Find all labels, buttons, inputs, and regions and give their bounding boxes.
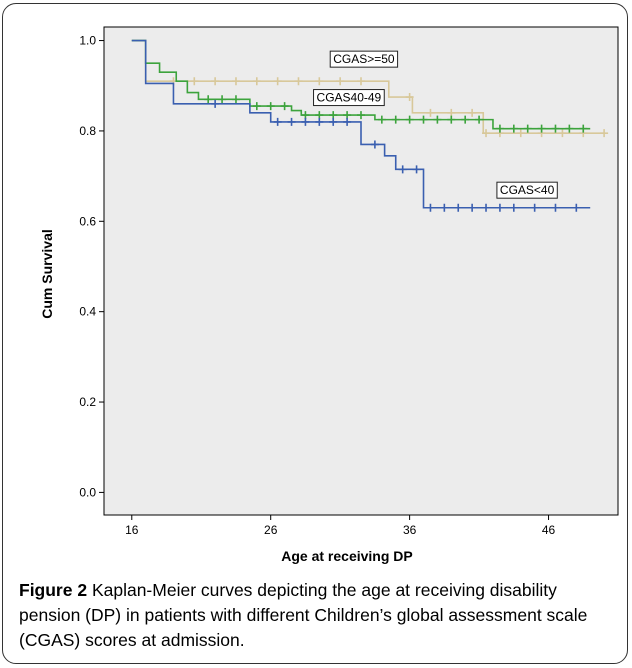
censor-mark: [447, 115, 456, 124]
censor-mark: [343, 117, 352, 126]
censor-mark: [211, 99, 220, 108]
censor-mark: [551, 203, 560, 212]
censor-mark: [391, 115, 400, 124]
censor-mark: [405, 93, 414, 102]
censor-mark: [579, 124, 588, 133]
censor-mark: [329, 111, 338, 120]
censor-mark: [252, 102, 261, 111]
censor-mark: [572, 203, 581, 212]
series-label: CGAS>=50: [333, 52, 395, 66]
y-tick-label: 1.0: [79, 34, 96, 48]
censor-mark: [280, 102, 289, 111]
censor-mark: [516, 129, 525, 138]
censor-mark: [218, 95, 227, 104]
x-tick-label: 36: [403, 523, 417, 537]
y-tick-label: 0.2: [79, 395, 96, 409]
censor-mark: [315, 117, 324, 126]
censor-mark: [551, 124, 560, 133]
censor-mark: [600, 129, 609, 138]
censor-mark: [426, 108, 435, 117]
censor-mark: [405, 115, 414, 124]
censor-mark: [495, 203, 504, 212]
series-group: [131, 39, 609, 212]
series-label-box: [313, 89, 385, 107]
x-tick-label: 46: [542, 523, 556, 537]
censor-mark: [482, 129, 491, 138]
censor-mark: [558, 129, 567, 138]
ticks: 16 26 36 46 0.0 0.2 0.4 0.6 0.8 1.0: [79, 34, 555, 537]
censor-mark: [329, 117, 338, 126]
y-axis-label: Cum Survival: [39, 229, 55, 318]
censor-mark: [433, 115, 442, 124]
x-tick-label: 26: [264, 523, 278, 537]
censor-mark: [530, 203, 539, 212]
censor-mark: [523, 124, 532, 133]
censor-mark: [468, 108, 477, 117]
y-tick-label: 0.4: [79, 305, 96, 319]
censor-mark: [426, 203, 435, 212]
censor-mark: [343, 111, 352, 120]
censor-mark: [509, 203, 518, 212]
censor-mark: [204, 95, 213, 104]
y-tick-label: 0.8: [79, 124, 96, 138]
figure-caption: Figure 2 Kaplan-Meier curves depicting t…: [19, 578, 611, 653]
censor-mark: [357, 77, 365, 86]
censor-mark: [336, 77, 345, 86]
censor-mark: [565, 124, 574, 133]
censor-mark: [211, 77, 220, 86]
series-label: CGAS40-49: [317, 91, 382, 105]
censor-mark: [440, 203, 449, 212]
censor-mark: [495, 124, 504, 133]
censor-mark: [315, 77, 324, 86]
censor-mark: [419, 115, 428, 124]
x-axis-label: Age at receiving DP: [281, 548, 413, 564]
censor-mark: [273, 117, 282, 126]
plot-area: [103, 26, 619, 516]
censor-mark: [287, 117, 296, 126]
censor-mark: [509, 124, 518, 133]
caption-text: Kaplan-Meier curves depicting the age at…: [19, 580, 588, 650]
censor-mark: [482, 203, 491, 212]
censor-mark: [301, 111, 310, 120]
censor-mark: [468, 203, 477, 212]
censor-mark: [475, 115, 484, 124]
censor-mark: [447, 108, 456, 117]
censor-mark: [190, 77, 199, 86]
caption-label: Figure 2: [19, 580, 88, 600]
censor-mark: [266, 102, 275, 111]
censor-mark: [231, 77, 240, 86]
censor-mark: [454, 203, 463, 212]
censor-mark: [398, 165, 407, 174]
censor-mark: [252, 77, 261, 86]
censor-mark: [377, 115, 386, 124]
series-label-box: [329, 50, 399, 68]
y-tick-label: 0.6: [79, 214, 96, 228]
censor-mark: [370, 140, 379, 149]
censor-mark: [315, 111, 324, 120]
x-tick-label: 16: [125, 523, 139, 537]
censor-mark: [294, 77, 303, 86]
y-tick-label: 0.0: [79, 485, 96, 499]
censor-mark: [537, 124, 546, 133]
km-chart: 16 26 36 46 0.0 0.2 0.4 0.6 0.8 1.0 CGAS>=50 CGAS4…: [39, 26, 619, 564]
series-labels: CGAS>=50 CGAS40-49 CGAS<40: [313, 50, 558, 199]
series-label: CGAS<40: [500, 183, 555, 197]
censor-mark: [461, 115, 470, 124]
censor-mark: [301, 117, 310, 126]
censor-mark: [357, 111, 365, 120]
series-label-box: [496, 181, 558, 199]
censor-mark: [231, 95, 240, 104]
censor-mark: [273, 77, 282, 86]
censor-mark: [412, 165, 421, 174]
